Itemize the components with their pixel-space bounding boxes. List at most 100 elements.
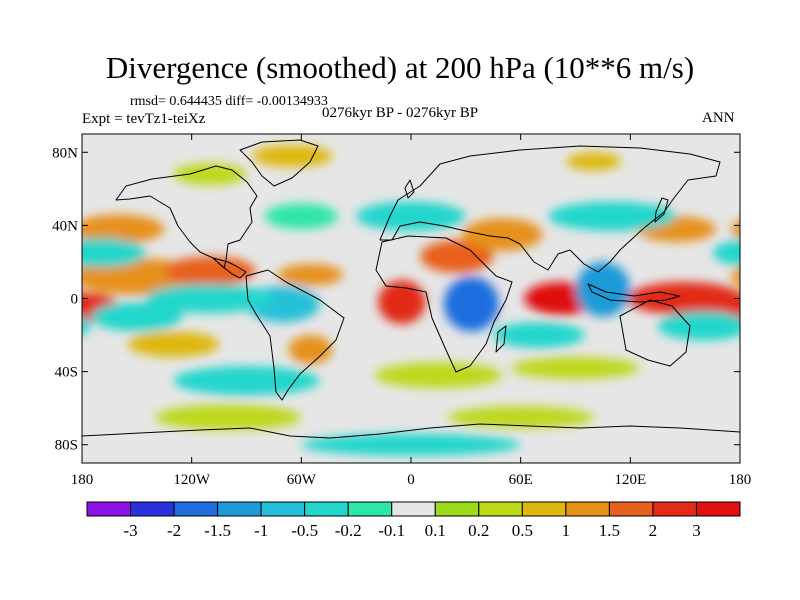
y-tick-label: 80N: [52, 145, 78, 161]
rmsd-diff-stats: rmsd= 0.644435 diff= -0.00134933: [130, 94, 328, 109]
colorbar-swatch: [565, 501, 610, 517]
divergence-feature: [288, 335, 333, 365]
colorbar-swatch: [173, 501, 219, 517]
divergence-feature: [730, 267, 740, 286]
x-tick-label: 180: [71, 472, 94, 488]
divergence-feature: [511, 356, 640, 379]
coastline-australia: [619, 299, 691, 367]
colorbar-swatch: [347, 501, 393, 517]
y-tick-label: 0: [71, 292, 79, 308]
divergence-feature: [173, 366, 320, 396]
colorbar-swatch: [391, 501, 436, 517]
divergence-feature: [443, 276, 499, 332]
divergence-feature: [447, 406, 594, 429]
divergence-feature: [493, 322, 585, 348]
divergence-feature: [0, 216, 58, 242]
divergence-feature: [712, 239, 740, 267]
divergence-feature: [155, 404, 302, 431]
divergence-feature: [277, 263, 344, 286]
colorbar-level-label: 3: [692, 521, 701, 540]
colorbar-level-label: -2: [167, 521, 181, 540]
chart-title: Divergence (smoothed) at 200 hPa (10**6 …: [105, 50, 695, 85]
divergence-feature: [173, 163, 247, 186]
divergence-feature: [374, 362, 503, 389]
colorbar-level-label: -0.2: [335, 521, 362, 540]
divergence-feature: [626, 282, 740, 315]
divergence-feature: [82, 238, 146, 268]
y-tick-label: 40N: [52, 218, 78, 234]
x-tick-label: 120E: [614, 472, 646, 488]
y-axis: 80N 40N 0 40S 80S: [52, 145, 740, 454]
x-tick-label: 60E: [509, 472, 533, 488]
coastline-greenland: [239, 139, 319, 187]
colorbar-swatch: [130, 501, 175, 517]
divergence-feature: [82, 214, 165, 244]
colorbar-swatch: [652, 501, 697, 517]
coastline-africa: [375, 235, 513, 373]
y-tick-label: 80S: [55, 438, 78, 454]
divergence-feature: [420, 240, 494, 273]
x-axis: 180 120W 60W 0 60E 120E 180: [71, 134, 752, 488]
colorbar-level-label: 0.2: [468, 521, 489, 540]
colorbar-level-label: 1.5: [599, 521, 620, 540]
colorbar-swatch: [521, 501, 567, 517]
colorbar-swatch: [217, 501, 262, 517]
divergence-feature: [548, 201, 677, 231]
y-tick-label: 40S: [55, 365, 78, 381]
divergence-feature: [127, 331, 220, 357]
divergence-feature: [82, 317, 92, 335]
coastline-north-america: [115, 165, 258, 269]
colorbar-swatch: [434, 501, 480, 517]
divergence-feature: [264, 203, 338, 230]
colorbar-level-label: 2: [649, 521, 658, 540]
divergence-feature: [164, 256, 256, 286]
coastline-uk: [404, 179, 415, 199]
divergence-feature: [301, 433, 521, 456]
colorbar-legend: -3 -2 -1.5 -1 -0.5 -0.2 -0.1 0.1 0.2 0.5 1 1.5 2 3: [86, 501, 741, 540]
divergence-feature: [251, 144, 333, 167]
coastlines: [82, 139, 740, 439]
x-tick-label: 60W: [287, 472, 317, 488]
divergence-feature: [657, 311, 740, 341]
coastline-south-america: [245, 269, 345, 401]
time-period-label: 0276kyr BP - 0276kyr BP: [322, 105, 479, 121]
colorbar-level-label: 0.5: [512, 521, 533, 540]
x-tick-label: 0: [407, 472, 415, 488]
divergence-feature: [378, 280, 426, 325]
colorbar-swatch: [304, 501, 349, 517]
coastline-madagascar: [495, 325, 507, 353]
coastline-japan: [654, 197, 669, 223]
x-tick-label: 120W: [173, 472, 211, 488]
divergence-feature: [462, 218, 543, 251]
divergence-feature: [356, 201, 466, 231]
divergence-feature: [91, 302, 183, 332]
season-label: ANN: [702, 110, 735, 126]
colorbar-swatch: [260, 501, 306, 517]
x-tick-label: 180: [729, 472, 752, 488]
colorbar-swatch: [695, 501, 741, 517]
colorbar-level-label: -0.5: [291, 521, 318, 540]
coastline-maritime-continent: [587, 283, 681, 303]
colorbar-level-label: -0.1: [378, 521, 405, 540]
colorbar-level-label: 1: [562, 521, 571, 540]
colorbar-level-label: 0.1: [425, 521, 446, 540]
colorbar-level-label: -3: [123, 521, 137, 540]
colorbar-level-label: -1: [254, 521, 268, 540]
divergence-feature: [145, 283, 274, 314]
divergence-feature: [0, 202, 18, 231]
coastline-eurasia: [379, 145, 721, 273]
divergence-feature: [786, 331, 800, 357]
divergence-feature: [749, 302, 800, 331]
divergence-feature: [730, 220, 740, 238]
divergence-field: [0, 144, 800, 456]
experiment-label: Expt = tevTz1-teiXz: [82, 111, 206, 127]
divergence-feature: [575, 261, 631, 317]
coastline-antarctica: [82, 423, 740, 439]
divergence-feature: [566, 152, 622, 171]
colorbar-swatch: [608, 501, 654, 517]
colorbar-level-label: -1.5: [204, 521, 231, 540]
colorbar-swatch: [86, 501, 132, 517]
coastline-central-america: [212, 257, 247, 279]
colorbar-swatch: [478, 501, 523, 517]
